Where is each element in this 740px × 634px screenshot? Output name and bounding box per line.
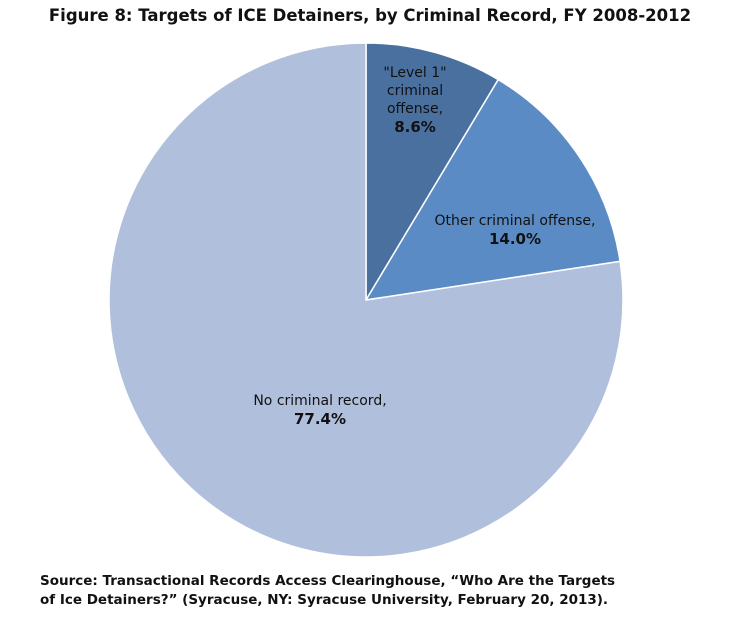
slice-label-text: Other criminal offense, (434, 213, 596, 229)
pie-slice-1 (364, 78, 621, 301)
source-note: Source: Transactional Records Access Cle… (40, 572, 615, 610)
pie-slice-0 (365, 42, 500, 303)
slice-value: 77.4% (293, 410, 347, 428)
slice-label-text: No criminal record, (253, 393, 387, 409)
slice-label-level1: "Level 1" criminal offense, 8.6% (370, 64, 460, 136)
pie-slice-2 (108, 42, 624, 558)
slice-label-none: No criminal record, 77.4% (220, 392, 420, 428)
slice-label-text: "Level 1" criminal offense, (383, 65, 447, 117)
source-line: of Ice Detainers?” (Syracuse, NY: Syracu… (40, 592, 609, 608)
slice-label-other: Other criminal offense, 14.0% (415, 212, 615, 248)
slice-value: 8.6% (394, 118, 436, 136)
chart-title: Figure 8: Targets of ICE Detainers, by C… (48, 6, 692, 25)
source-line: Source: Transactional Records Access Cle… (40, 573, 616, 589)
slice-value: 14.0% (488, 230, 542, 248)
